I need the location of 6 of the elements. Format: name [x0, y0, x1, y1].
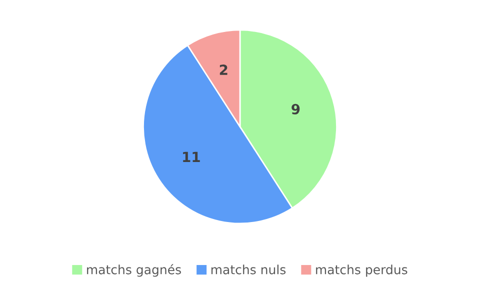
data-label: 9 — [292, 104, 300, 114]
data-label: 2 — [220, 64, 228, 75]
legend-label: matchs nuls — [211, 264, 286, 274]
legend-label: matchs gagnés — [87, 264, 181, 277]
data-label: 11 — [183, 152, 200, 162]
legend-label: matchs perdus — [316, 264, 408, 277]
